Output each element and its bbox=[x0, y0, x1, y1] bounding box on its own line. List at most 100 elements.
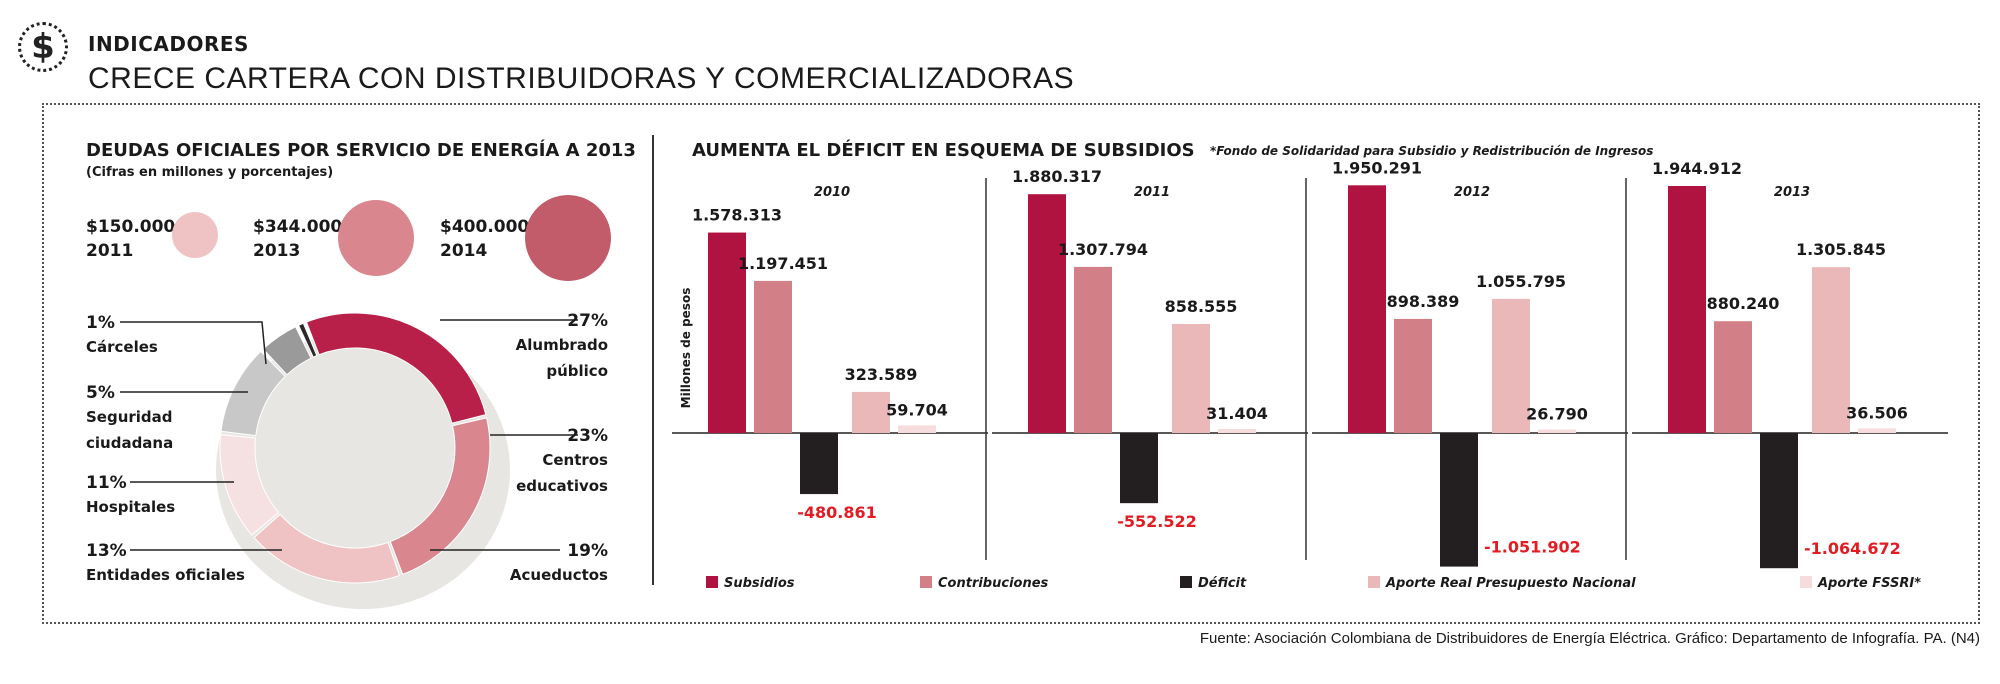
debt-circle-2013 bbox=[338, 200, 414, 276]
bar-subsidios-2010 bbox=[708, 232, 746, 433]
slice-name-label: educativos bbox=[516, 477, 608, 495]
slice-name-label: Acueductos bbox=[510, 566, 608, 584]
bar-value-label: 31.404 bbox=[1206, 404, 1268, 423]
bar-value-label: 1.197.451 bbox=[738, 254, 828, 273]
debt-amount-label: $344.000 bbox=[253, 217, 343, 237]
bar-aporte-fssri--2013 bbox=[1858, 428, 1896, 433]
bar-d-ficit-2011 bbox=[1120, 433, 1158, 504]
bar-value-label: -480.861 bbox=[797, 503, 877, 522]
year-label: 2012 bbox=[1454, 185, 1490, 200]
bar-value-label: 59.704 bbox=[886, 400, 948, 419]
bar-aporte-real-presupuesto-nacional-2012 bbox=[1492, 298, 1530, 433]
bar-chart-footnote: *Fondo de Solidaridad para Subsidio y Re… bbox=[1210, 144, 1654, 158]
bar-subsidios-2013 bbox=[1668, 185, 1706, 433]
bar-value-label: 1.307.794 bbox=[1058, 240, 1148, 259]
debt-amount-label: $400.000 bbox=[440, 217, 530, 237]
donut-slice-5 bbox=[220, 350, 286, 437]
bar-contribuciones-2012 bbox=[1394, 318, 1432, 433]
donut-chart-title: DEUDAS OFICIALES POR SERVICIO DE ENERGÍA… bbox=[86, 140, 636, 161]
slice-pct-label: 13% bbox=[86, 541, 127, 561]
bar-chart-title: AUMENTA EL DÉFICIT EN ESQUEMA DE SUBSIDI… bbox=[692, 140, 1195, 161]
bar-value-label: 1.880.317 bbox=[1012, 167, 1102, 186]
bar-value-label: 880.240 bbox=[1707, 294, 1780, 313]
donut-slice-6 bbox=[262, 326, 312, 376]
panel-divider bbox=[652, 135, 654, 585]
bar-subsidios-2012 bbox=[1348, 185, 1386, 433]
frame-border-left bbox=[42, 103, 44, 624]
slice-name-label: Cárceles bbox=[86, 338, 158, 356]
bar-value-label: 898.389 bbox=[1387, 292, 1460, 311]
legend-label: Aporte FSSRI* bbox=[1817, 576, 1921, 591]
legend-label: Subsidios bbox=[724, 576, 795, 591]
leader-line bbox=[120, 321, 267, 365]
legend-swatch bbox=[920, 576, 932, 588]
frame-border-bottom bbox=[42, 622, 1980, 624]
debt-2011: $150.000 2011 bbox=[86, 215, 175, 263]
slice-pct-label: 1% bbox=[86, 313, 115, 333]
legend-label: Déficit bbox=[1198, 576, 1247, 591]
slice-name-label: público bbox=[546, 362, 608, 380]
bar-value-label: 1.055.795 bbox=[1476, 272, 1566, 291]
debt-year-label: 2011 bbox=[86, 241, 134, 261]
frame-border-top bbox=[42, 103, 1980, 105]
bar-value-label: 1.950.291 bbox=[1332, 158, 1422, 177]
bar-value-label: -1.064.672 bbox=[1804, 539, 1901, 558]
bar-aporte-real-presupuesto-nacional-2013 bbox=[1812, 267, 1850, 433]
bar-value-label: 26.790 bbox=[1526, 405, 1588, 424]
bar-contribuciones-2013 bbox=[1714, 321, 1752, 433]
y-axis-label: Millones de pesos bbox=[679, 288, 693, 409]
bar-value-label: 323.589 bbox=[845, 365, 918, 384]
bar-aporte-fssri--2012 bbox=[1538, 429, 1576, 433]
slice-pct-label: 27% bbox=[567, 311, 608, 331]
frame-border-right bbox=[1978, 103, 1980, 624]
bar-value-label: -1.051.902 bbox=[1484, 538, 1581, 557]
bar-subsidios-2011 bbox=[1028, 194, 1066, 433]
debt-2013: $344.000 2013 bbox=[253, 215, 342, 263]
debt-circle-2011 bbox=[172, 212, 218, 258]
debt-year-label: 2013 bbox=[253, 241, 301, 261]
slice-pct-label: 19% bbox=[567, 541, 608, 561]
debt-circle-2014 bbox=[525, 195, 611, 281]
bar-value-label: 1.305.845 bbox=[1796, 240, 1886, 259]
legend-label: Contribuciones bbox=[938, 576, 1049, 591]
slice-name-label: Alumbrado bbox=[516, 336, 608, 354]
slice-name-label: Seguridad bbox=[86, 408, 173, 426]
slice-name-label: Entidades oficiales bbox=[86, 566, 245, 584]
legend-swatch bbox=[1800, 576, 1812, 588]
bar-value-label: 1.578.313 bbox=[692, 206, 782, 225]
bar-value-label: -552.522 bbox=[1117, 512, 1197, 531]
bar-d-ficit-2010 bbox=[800, 433, 838, 495]
donut-chart-subtitle: (Cifras en millones y porcentajes) bbox=[86, 165, 334, 180]
slice-name-label: Hospitales bbox=[86, 498, 175, 516]
slice-name-label: ciudadana bbox=[86, 434, 173, 452]
bar-value-label: 36.506 bbox=[1846, 403, 1908, 422]
bar-d-ficit-2013 bbox=[1760, 433, 1798, 569]
source-credit: Fuente: Asociación Colombiana de Distrib… bbox=[1199, 630, 1980, 647]
donut-slice-7 bbox=[297, 322, 318, 358]
dollar-sign-icon: $ bbox=[18, 22, 68, 72]
bar-contribuciones-2011 bbox=[1074, 266, 1112, 433]
donut-slice-1 bbox=[305, 312, 487, 424]
debt-year-label: 2014 bbox=[440, 241, 488, 261]
section-label: INDICADORES bbox=[88, 32, 249, 56]
debt-amount-label: $150.000 bbox=[86, 217, 176, 237]
bar-aporte-real-presupuesto-nacional-2011 bbox=[1172, 323, 1210, 433]
bar-contribuciones-2010 bbox=[754, 280, 792, 433]
donut-slice-4 bbox=[219, 434, 280, 536]
slice-name-label: Centros bbox=[542, 451, 608, 469]
donut-slice-3 bbox=[253, 513, 401, 584]
year-label: 2010 bbox=[814, 185, 850, 200]
legend-swatch bbox=[1368, 576, 1380, 588]
slice-pct-label: 5% bbox=[86, 383, 115, 403]
bar-value-label: 858.555 bbox=[1165, 297, 1238, 316]
legend-swatch bbox=[706, 576, 718, 588]
bar-aporte-fssri--2011 bbox=[1218, 429, 1256, 433]
donut-slice-2 bbox=[389, 417, 491, 575]
slice-pct-label: 11% bbox=[86, 473, 127, 493]
bar-value-label: 1.944.912 bbox=[1652, 159, 1742, 178]
slice-pct-label: 23% bbox=[567, 426, 608, 446]
bar-d-ficit-2012 bbox=[1440, 433, 1478, 567]
debt-2014: $400.000 2014 bbox=[440, 215, 529, 263]
bar-aporte-real-presupuesto-nacional-2010 bbox=[852, 391, 890, 433]
